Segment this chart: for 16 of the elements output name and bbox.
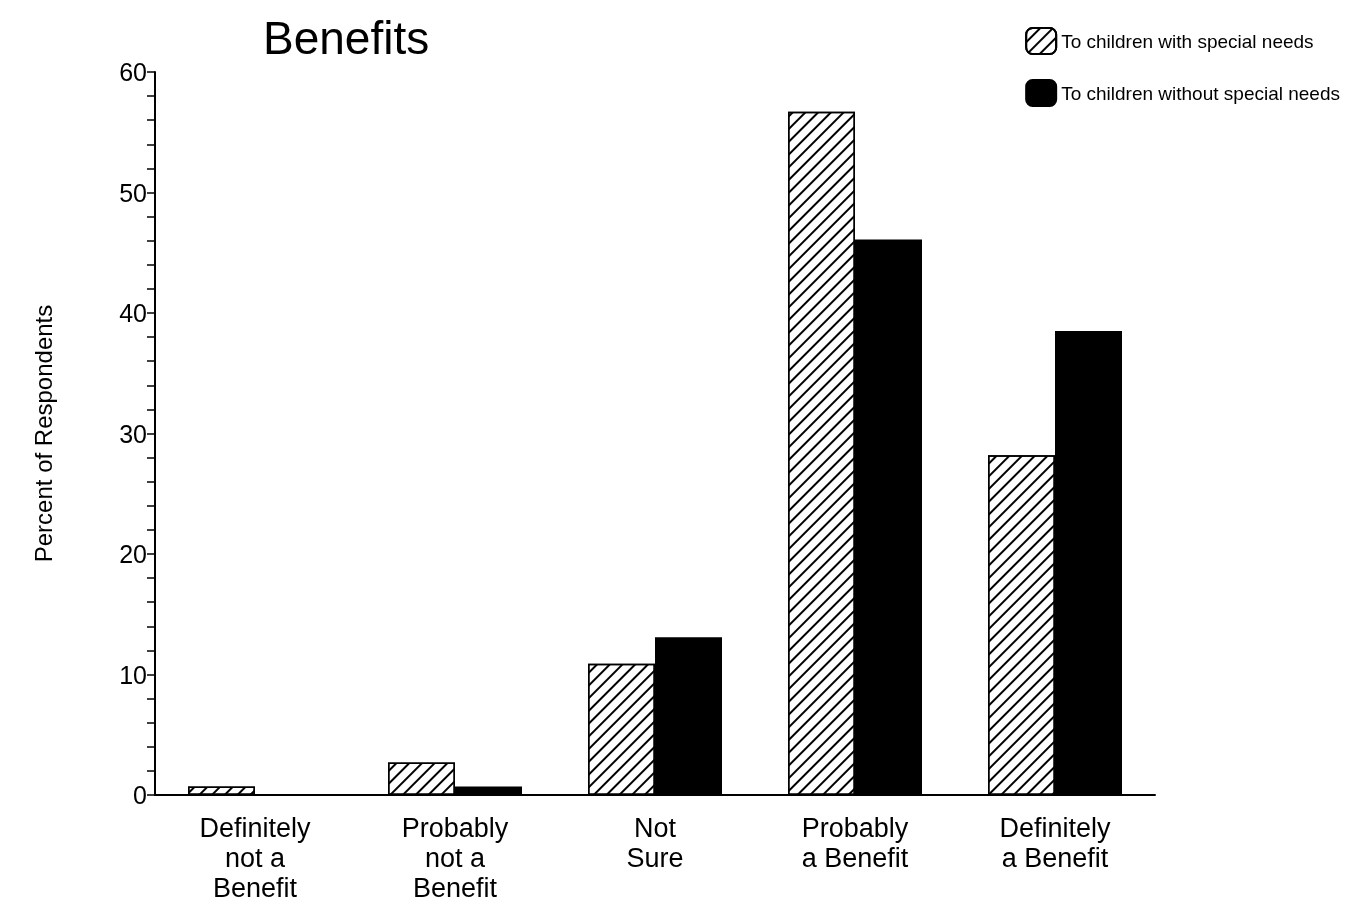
x-tick-label: Probably a Benefit: [801, 813, 909, 873]
y-tick-label: 40: [119, 299, 147, 327]
chart-title: Benefits: [263, 12, 430, 64]
x-tick-label: Not Sure: [626, 813, 684, 873]
legend-label: To children with special needs: [1061, 30, 1314, 52]
legend-label: To children without special needs: [1061, 82, 1341, 104]
y-tick-label: 10: [119, 660, 147, 689]
x-tick-label: Probably not a Benefit: [401, 813, 509, 903]
y-tick-label: 30: [119, 419, 147, 448]
y-tick-label: 0: [133, 781, 147, 809]
x-tick-label: Definitely a Benefit: [999, 813, 1112, 873]
x-tick-label: Definitely not a Benefit: [199, 813, 312, 903]
y-tick-label: 60: [119, 58, 147, 86]
y-tick-label: 50: [119, 178, 147, 207]
y-axis-title: Percent of Respondents: [29, 304, 57, 563]
y-tick-label: 20: [119, 540, 147, 568]
